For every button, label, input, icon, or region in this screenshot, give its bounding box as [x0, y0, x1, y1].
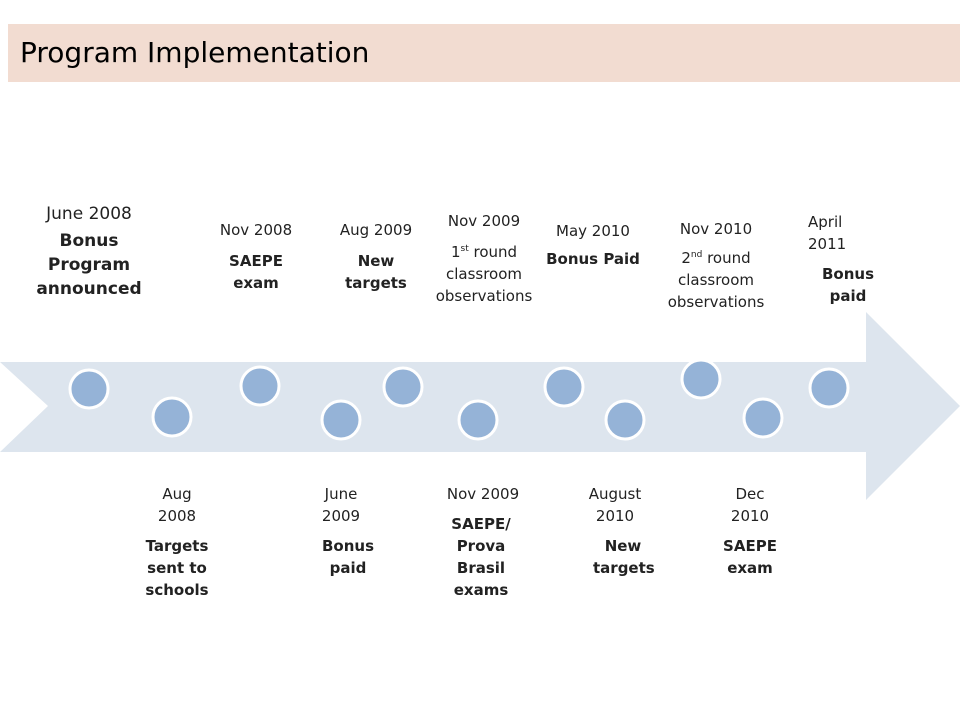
event-description: 1st round classroom observations [435, 243, 533, 305]
event-description: New targets [593, 537, 655, 577]
event-nov-2008: Nov 2008 SAEPE exam [216, 219, 296, 294]
node-below-aug-2010 [604, 399, 646, 441]
event-june-2009: June 2009 Bonus paid [296, 483, 386, 579]
title-bar: Program Implementation [8, 24, 960, 82]
node-above-nov-2010 [680, 358, 722, 400]
event-date: Nov 2009 [446, 485, 520, 503]
event-description: Bonus paid [321, 537, 375, 577]
node-below-aug-2008 [151, 396, 193, 438]
node-below-nov-2009 [457, 399, 499, 441]
event-may-2010: May 2010 Bonus Paid [538, 220, 648, 270]
event-date: August 2010 [588, 485, 642, 525]
event-date: Dec 2010 [730, 485, 770, 525]
node-above-nov-2008 [239, 365, 281, 407]
event-aug-2008: Aug 2008 Targets sent to schools [132, 483, 222, 601]
event-date: June 2008 [46, 204, 132, 224]
node-above-june-2008 [68, 368, 110, 410]
event-april-2011: April 2011 Bonus paid [808, 211, 888, 307]
event-aug-2009: Aug 2009 New targets [336, 219, 416, 294]
event-date: Nov 2009 [447, 212, 521, 230]
event-description: Targets sent to schools [145, 537, 209, 599]
event-nov-2010-observations: Nov 2010 2nd round classroom observation… [656, 218, 776, 313]
node-below-june-2009 [320, 399, 362, 441]
event-description: SAEPE/ Prova Brasil exams [451, 515, 511, 599]
node-above-aug-2009 [382, 366, 424, 408]
page-title: Program Implementation [20, 36, 370, 69]
event-description: SAEPE exam [723, 537, 777, 577]
event-description: Bonus paid [821, 265, 875, 305]
event-date: Aug 2008 [157, 485, 197, 525]
event-nov-2009-observations: Nov 2009 1st round classroom observation… [424, 210, 544, 307]
event-description: New targets [345, 252, 407, 292]
node-above-april-2011 [808, 367, 850, 409]
node-above-may-2010 [543, 366, 585, 408]
node-below-dec-2010 [742, 397, 784, 439]
event-description: Bonus Paid [546, 250, 640, 268]
event-date: May 2010 [556, 222, 630, 240]
event-nov-2009-exams: Nov 2009 SAEPE/ Prova Brasil exams [428, 483, 538, 601]
event-dec-2010: Dec 2010 SAEPE exam [706, 483, 796, 579]
event-august-2010: August 2010 New targets [570, 483, 660, 579]
event-description: 2nd round classroom observations [667, 249, 765, 311]
event-date: Aug 2009 [339, 221, 413, 239]
event-date: Nov 2008 [219, 221, 293, 239]
event-date: June 2009 [321, 485, 361, 525]
event-description: SAEPE exam [229, 252, 283, 292]
event-date: Nov 2010 [679, 220, 753, 238]
event-description: Bonus Program announced [36, 231, 142, 299]
event-june-2008: June 2008 Bonus Program announced [24, 203, 154, 301]
event-date: April 2011 [808, 213, 847, 253]
